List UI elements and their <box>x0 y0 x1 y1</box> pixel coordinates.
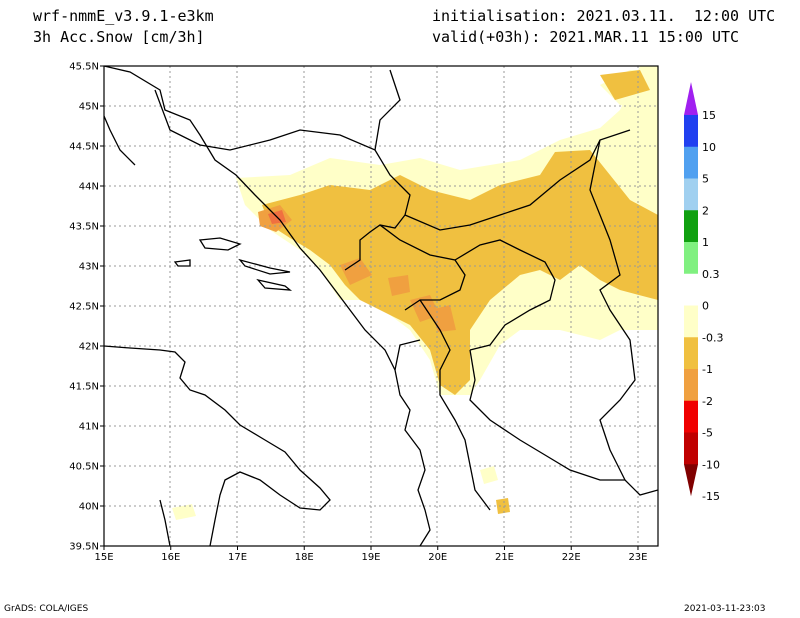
colorbar-label: 0 <box>702 300 709 313</box>
coastlines-borders <box>104 66 658 546</box>
lon-tick-label: 20E <box>428 552 447 563</box>
lat-tick-label: 42N <box>79 342 99 353</box>
colorbar-label: -10 <box>702 458 720 471</box>
colorbar-label: -5 <box>702 427 713 440</box>
colorbar-label: -0.3 <box>702 331 723 344</box>
colorbar-segment <box>684 400 698 433</box>
lat-tick-label: 41N <box>79 422 99 433</box>
lat-tick-label: 40N <box>79 502 99 513</box>
colorbar-segment <box>684 432 698 465</box>
model-title: wrf-nmmE_v3.9.1-e3km <box>33 7 214 25</box>
lon-tick-label: 17E <box>228 552 247 563</box>
colorbar-segment <box>684 337 698 370</box>
lon-tick-label: 21E <box>495 552 514 563</box>
footer-credit: GrADS: COLA/IGES <box>4 604 89 614</box>
colorbar-label: 1 <box>702 236 709 249</box>
lat-tick-label: 43.5N <box>69 222 99 233</box>
lat-tick-label: 44.5N <box>69 142 99 153</box>
init-time: initialisation: 2021.03.11. 12:00 UTC <box>432 7 776 25</box>
colorbar-segment <box>684 242 698 275</box>
colorbar-label: 2 <box>702 204 709 217</box>
lat-tick-label: 44N <box>79 182 99 193</box>
colorbar-segment <box>684 305 698 338</box>
lon-tick-label: 23E <box>628 552 647 563</box>
colorbar-bottom-arrow <box>684 464 698 497</box>
variable-title: 3h Acc.Snow [cm/3h] <box>33 28 205 46</box>
grid <box>104 66 658 546</box>
colorbar-label: 15 <box>702 109 716 122</box>
colorbar-segment <box>684 146 698 179</box>
lat-axis: 45.5N 45N 44.5N 44N 43.5N 43N 42.5N 42N 41.5N 41N… <box>69 62 104 553</box>
lon-tick-label: 15E <box>94 552 113 563</box>
lon-tick-label: 16E <box>161 552 180 563</box>
lon-tick-label: 22E <box>562 552 581 563</box>
lat-tick-label: 41.5N <box>69 382 99 393</box>
lon-tick-label: 19E <box>361 552 380 563</box>
lon-tick-label: 18E <box>295 552 314 563</box>
lat-tick-label: 45.5N <box>69 62 99 73</box>
lat-tick-label: 43N <box>79 262 99 273</box>
colorbar-segment <box>684 178 698 211</box>
snow-field <box>172 66 658 520</box>
colorbar-segment <box>684 273 698 306</box>
colorbar-segment <box>684 210 698 243</box>
colorbar-label: -1 <box>702 363 713 376</box>
snow-mid-area <box>262 150 658 395</box>
colorbar-segment <box>684 369 698 402</box>
colorbar-label: 5 <box>702 173 709 186</box>
lon-axis: 15E 16E 17E 18E 19E 20E 21E 22E 23E <box>94 546 647 563</box>
colorbar-label: -15 <box>702 490 720 503</box>
valid-time: valid(+03h): 2021.MAR.11 15:00 UTC <box>432 28 740 46</box>
colorbar-label: 0.3 <box>702 268 720 281</box>
footer-timestamp: 2021-03-11-23:03 <box>684 604 766 614</box>
lat-tick-label: 42.5N <box>69 302 99 313</box>
lat-tick-label: 45N <box>79 102 99 113</box>
colorbar-label: -2 <box>702 395 713 408</box>
colorbar-label: 10 <box>702 141 716 154</box>
colorbar-top-arrow <box>684 82 698 115</box>
lat-tick-label: 39.5N <box>69 542 99 553</box>
colorbar-segment <box>684 115 698 148</box>
colorbar: 15 10 5 2 1 0.3 0 -0.3 -1 -2 -5 -10 -15 <box>684 82 723 503</box>
lat-tick-label: 40.5N <box>69 462 99 473</box>
